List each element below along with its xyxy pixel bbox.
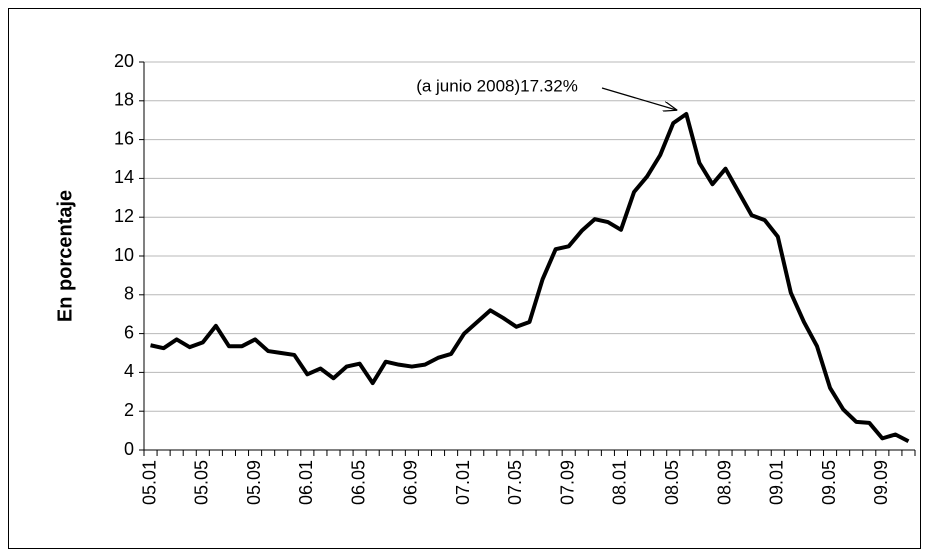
plot [150,111,910,444]
chart-border [8,8,921,549]
y-tick-label: 8 [124,284,134,304]
y-tick-label: 14 [114,167,134,187]
x-tick-label: 09.05 [819,460,839,505]
y-tick-label: 6 [124,322,134,342]
x-tick-label: 06.05 [348,460,368,505]
y-tick-label: 18 [114,90,134,110]
annotation: (a junio 2008)17.32% [416,76,578,95]
y-tick-label: 4 [124,361,134,381]
axes: 0 2 4 6 8 10 12 14 16 18 20 05.01 05.05 05.09 06.01 06.… [114,51,916,505]
annotation-arrow [601,87,676,110]
x-tick-label: 08.05 [662,460,682,505]
y-tick-label: 16 [114,128,134,148]
x-tick-label: 09.01 [767,460,787,505]
x-tick-label: 07.05 [505,460,525,505]
data-line [150,111,910,444]
x-tick-label: 08.09 [714,460,734,505]
y-tick-label: 20 [114,51,134,71]
y-tick-label: 10 [114,245,134,265]
y-tick-label: 12 [114,206,134,226]
x-tick-label: 06.09 [401,460,421,505]
y-axis-label: En porcentaje [54,190,76,322]
y-tick-label: 2 [124,400,134,420]
x-tick-label: 05.09 [244,460,264,505]
x-tick-label: 05.01 [139,460,159,505]
x-tick-label: 07.01 [453,460,473,505]
y-tick-label: 0 [124,439,134,459]
x-tick-label: 09.09 [871,460,891,505]
x-tick-label: 08.01 [610,460,630,505]
x-tick-label: 06.01 [296,460,316,505]
x-tick-label: 07.09 [557,460,577,505]
x-tick-label: 05.05 [192,460,212,505]
